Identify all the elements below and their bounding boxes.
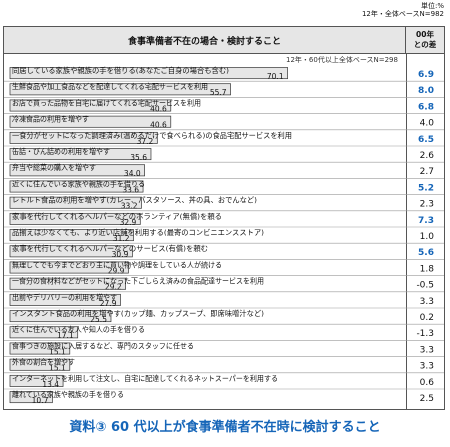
legend-series-label: 12年・60代以上全体ベースN=298 <box>286 56 398 64</box>
category-label: 缶詰・びん詰めの利用を増やす <box>12 147 110 156</box>
data-label: 29.9 <box>108 266 125 275</box>
diff-value: 6.5 <box>418 135 434 145</box>
bar <box>9 212 141 225</box>
data-label: 55.7 <box>210 88 227 97</box>
bar <box>9 277 126 290</box>
base-label: 12年・全体ベースN=982 <box>361 10 444 18</box>
bar <box>9 310 112 323</box>
data-label: 25.5 <box>90 315 107 324</box>
diff-column-divider <box>406 54 407 410</box>
table-header: 食事準備者不在の場合・検討すること 00年 との差 <box>4 27 444 54</box>
bar <box>9 67 288 80</box>
category-label: 同居している家族や親族の手を借りる(あなたご自身の場合も含む) <box>12 66 229 75</box>
category-label: インターネットを利用して注文し、自宅に配達してくれるネットスーパーを利用する <box>12 374 278 383</box>
data-label: 29.2 <box>105 283 122 292</box>
data-label: 40.6 <box>150 104 167 113</box>
diff-value: 3.3 <box>420 345 434 355</box>
diff-value: -1.3 <box>416 329 434 339</box>
bar <box>9 261 129 274</box>
diff-header-line1: 00年 <box>416 30 434 39</box>
diff-value: -0.5 <box>416 281 434 291</box>
category-label: 近くに住んでいる友人や知人の手を借りる <box>12 325 145 334</box>
data-label: 70.1 <box>267 72 284 81</box>
bar <box>9 326 79 339</box>
diff-value: 0.2 <box>420 313 434 323</box>
data-label: 35.6 <box>130 153 147 162</box>
diff-column-header: 00年 との差 <box>406 27 444 54</box>
category-label: レトルト食品の利用を増やす(カレー、パスタソース、丼の具、おでんなど) <box>12 196 257 205</box>
category-label: 無理してでも今までどおり主に買い物や調理をしている人が続ける <box>12 260 222 269</box>
data-label: 34.0 <box>124 169 141 178</box>
category-label: 家事を代行してくれるヘルパーなどのボランティア(無償)を頼る <box>12 212 222 221</box>
data-label: 37.2 <box>137 137 154 146</box>
diff-value: 8.0 <box>418 86 434 96</box>
category-label: インスタント食品の利用を増やす(カップ麺、カップスープ、即席味噌汁など) <box>12 309 264 318</box>
bar <box>9 229 134 242</box>
diff-value: 2.3 <box>420 200 434 210</box>
category-label: 一食分がセットになった調理済み(温めるだけで食べられる)の食品宅配サービスを利用 <box>12 131 292 140</box>
data-label: 30.9 <box>112 250 129 259</box>
data-label: 17.1 <box>57 331 74 340</box>
data-label: 10.7 <box>32 396 49 405</box>
diff-value: 1.0 <box>420 232 435 242</box>
bar <box>9 99 172 112</box>
category-label: 離れている家族や親族の手を借りる <box>12 390 124 399</box>
diff-value: 1.8 <box>420 264 435 274</box>
figure-caption: 資料③ 60 代以上が食事準備者不在時に検討すること <box>69 420 381 435</box>
data-label: 13.4 <box>42 380 59 389</box>
bar <box>9 180 144 193</box>
bar <box>9 115 172 128</box>
category-label: 近くに住んでいる家族や親族の手を借りる <box>12 179 145 188</box>
data-label: 31.2 <box>113 234 130 243</box>
bar-chart-svg: 同居している家族や親族の手を借りる(あなたご自身の場合も含む) 70.1 6.9 生鮮… <box>4 66 444 405</box>
unit-label: 単位:% <box>420 2 444 10</box>
category-label: 一食分の食材料などがセットになった下ごしらえ済みの食品配達サービスを利用 <box>12 277 264 286</box>
bar <box>9 164 145 177</box>
bar <box>9 131 158 144</box>
category-label: 家事を代行してくれるヘルパーなどのサービス(有償)を頼む <box>12 244 208 253</box>
diff-value: 5.2 <box>418 183 434 193</box>
bar <box>9 148 152 161</box>
data-label: 33.2 <box>121 202 138 211</box>
bar <box>9 196 142 209</box>
bar <box>9 358 71 371</box>
diff-value: 4.0 <box>420 119 435 129</box>
diff-value: 2.6 <box>420 151 435 161</box>
diff-value: 5.6 <box>418 248 434 258</box>
diff-value: 7.3 <box>418 216 434 226</box>
category-label: 生鮮食品や加工食品などを配達してくれる宅配サービスを利用 <box>12 82 208 91</box>
diff-value: 2.5 <box>420 394 434 404</box>
data-label: 27.9 <box>100 299 117 308</box>
bar <box>9 245 133 258</box>
category-label: 出前やデリバリーの利用を増やす <box>12 293 117 302</box>
diff-value: 3.3 <box>420 362 434 372</box>
category-label: お店で買った品物を自宅に届けてくれる宅配サービスを利用 <box>12 98 201 107</box>
chart-title: 食事準備者不在の場合・検討すること <box>4 27 406 54</box>
data-label: 15.1 <box>49 347 66 356</box>
diff-header-line2: との差 <box>413 40 437 49</box>
data-label: 15.1 <box>49 364 66 373</box>
bar <box>9 342 71 355</box>
diff-value: 2.7 <box>420 167 434 177</box>
data-label: 32.9 <box>120 218 137 227</box>
chart-table: 食事準備者不在の場合・検討すること 00年 との差 12年・60代以上全体ベース… <box>3 26 445 410</box>
bar <box>9 83 231 96</box>
bar <box>9 293 121 306</box>
diff-value: 6.9 <box>418 70 434 80</box>
bar <box>9 391 53 404</box>
unit-note: 単位:% 12年・全体ベースN=982 <box>362 2 444 18</box>
category-label: 弁当や総菜の購入を増やす <box>12 163 96 172</box>
category-label: 品揃えは少なくても、より近い店舗を利用する(最寄のコンビニエンスストア) <box>12 228 264 237</box>
category-label: 外食の割合を増やす <box>12 358 75 367</box>
data-label: 33.6 <box>122 185 139 194</box>
category-label: 食事つきの施設に入居するなど、専門のスタッフに任せる <box>12 341 194 350</box>
diff-value: 0.6 <box>420 378 435 388</box>
data-label: 40.6 <box>150 121 167 130</box>
diff-value: 3.3 <box>420 297 434 307</box>
category-label: 冷凍食品の利用を増やす <box>12 115 89 124</box>
diff-value: 6.8 <box>418 102 434 112</box>
bar <box>9 374 64 387</box>
